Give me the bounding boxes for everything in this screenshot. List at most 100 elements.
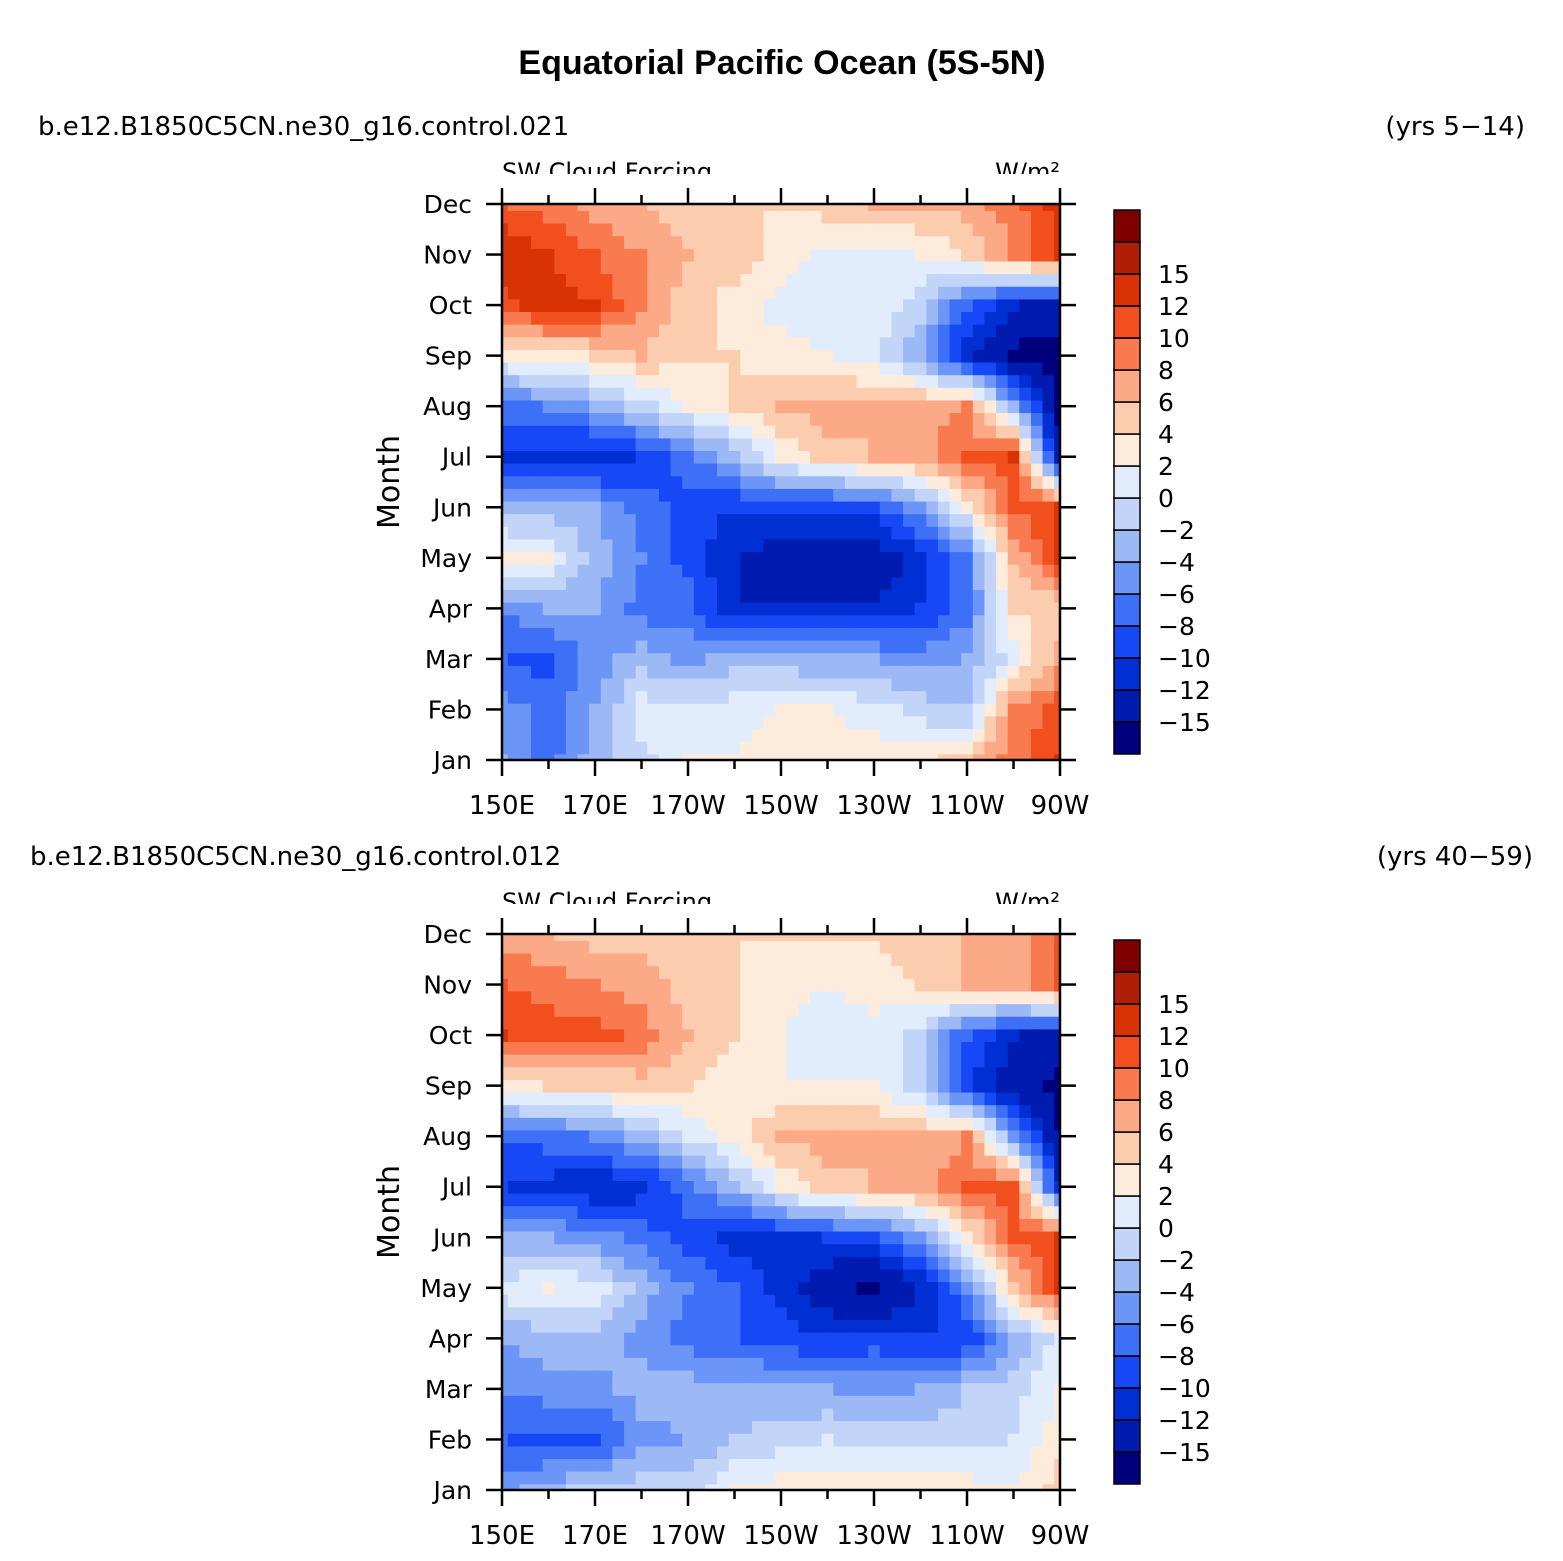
heatmap-cell	[775, 1218, 788, 1232]
heatmap-cell	[519, 336, 532, 350]
heatmap-cell	[926, 1129, 939, 1144]
heatmap-cell	[740, 513, 753, 527]
heatmap-cell	[856, 1066, 869, 1080]
heatmap-cell	[1030, 1193, 1044, 1207]
heatmap-cell	[763, 978, 776, 992]
heatmap-cell	[996, 703, 1009, 717]
heatmap-cell	[996, 260, 1009, 275]
heatmap-cell	[542, 741, 555, 755]
heatmap-cell	[996, 589, 1009, 603]
heatmap-cell	[844, 589, 858, 603]
heatmap-cell	[926, 639, 939, 654]
heatmap-cell	[658, 1395, 672, 1409]
heatmap-cell	[1042, 1407, 1055, 1422]
heatmap-cell	[798, 602, 811, 616]
heatmap-cell	[914, 1256, 927, 1270]
heatmap-cell	[903, 361, 916, 376]
heatmap-cell	[972, 412, 986, 426]
heatmap-cell	[856, 940, 869, 954]
heatmap-cell	[740, 1028, 753, 1043]
heatmap-cell	[926, 1104, 939, 1118]
heatmap-cell	[531, 222, 544, 237]
heatmap-cell	[507, 952, 521, 967]
heatmap-cell	[937, 940, 951, 954]
heatmap-cell	[565, 336, 579, 350]
heatmap-cell	[693, 602, 707, 616]
heatmap-cell	[821, 1344, 834, 1358]
heatmap-cell	[786, 210, 800, 224]
heatmap-cell	[798, 1445, 811, 1460]
heatmap-cell	[693, 677, 707, 692]
heatmap-cell	[542, 990, 555, 1005]
heatmap-cell	[542, 627, 555, 641]
heatmap-cell	[810, 1142, 823, 1156]
heatmap-cell	[821, 677, 834, 692]
heatmap-cell	[810, 602, 823, 616]
heatmap-cell	[972, 1256, 986, 1270]
heatmap-cell	[554, 475, 567, 489]
heatmap-cell	[1007, 336, 1020, 350]
heatmap-cell	[682, 475, 695, 489]
heatmap-cell	[914, 1016, 927, 1030]
heatmap-cell	[1007, 1003, 1020, 1017]
heatmap-cell	[647, 990, 660, 1005]
heatmap-cell	[996, 222, 1009, 237]
heatmap-cell	[612, 1041, 625, 1055]
heatmap-cell	[798, 1091, 811, 1106]
heatmap-cell	[775, 1167, 788, 1182]
heatmap-cell	[810, 463, 823, 477]
heatmap-cell	[635, 952, 648, 967]
heatmap-cell	[542, 1230, 555, 1245]
heatmap-cell	[647, 336, 660, 350]
heatmap-cell	[775, 639, 788, 654]
heatmap-cell	[670, 1230, 683, 1245]
heatmap-cell	[577, 1193, 590, 1207]
heatmap-cell	[554, 1407, 567, 1422]
heatmap-cell	[647, 526, 660, 540]
heatmap-cell	[937, 1091, 951, 1106]
heatmap-cell	[1042, 940, 1055, 954]
heatmap-cell	[519, 273, 532, 287]
heatmap-cell	[658, 298, 672, 313]
heatmap-cell	[844, 1332, 858, 1346]
heatmap-cell	[949, 222, 962, 237]
heatmap-cell	[1042, 703, 1055, 717]
heatmap-cell	[798, 1079, 811, 1093]
heatmap-cell	[949, 500, 962, 515]
heatmap-cell	[624, 1117, 637, 1131]
heatmap-cell	[682, 311, 695, 325]
heatmap-cell	[705, 1433, 718, 1447]
heatmap-cell	[565, 1306, 579, 1321]
heatmap-cell	[879, 286, 893, 300]
heatmap-cell	[1042, 1205, 1055, 1219]
heatmap-cell	[717, 728, 730, 742]
heatmap-cell	[833, 1218, 846, 1232]
heatmap-cell	[972, 1066, 986, 1080]
heatmap-cell	[775, 576, 788, 591]
heatmap-cell	[624, 1306, 637, 1321]
heatmap-cell	[844, 235, 858, 249]
heatmap-cell	[693, 564, 707, 578]
heatmap-cell	[786, 990, 800, 1005]
heatmap-cell	[624, 210, 637, 224]
heatmap-cell	[856, 1369, 869, 1384]
heatmap-cell	[507, 1256, 521, 1270]
heatmap-cell	[844, 703, 858, 717]
heatmap-cell	[693, 1230, 707, 1245]
heatmap-cell	[577, 940, 590, 954]
heatmap-cell	[1030, 1142, 1044, 1156]
heatmap-cell	[775, 1079, 788, 1093]
heatmap-cell	[589, 1369, 602, 1384]
heatmap-cell	[612, 1079, 625, 1093]
heatmap-cell	[507, 1382, 521, 1396]
heatmap-cell	[844, 652, 858, 666]
heatmap-cell	[600, 235, 614, 249]
heatmap-cell	[589, 450, 602, 464]
heatmap-cell	[705, 425, 718, 439]
heatmap-cell	[600, 652, 614, 666]
heatmap-cell	[531, 336, 544, 350]
heatmap-cell	[542, 1041, 555, 1055]
heatmap-cell	[879, 1180, 893, 1194]
heatmap-cell	[914, 741, 927, 755]
heatmap-cell	[717, 298, 730, 313]
